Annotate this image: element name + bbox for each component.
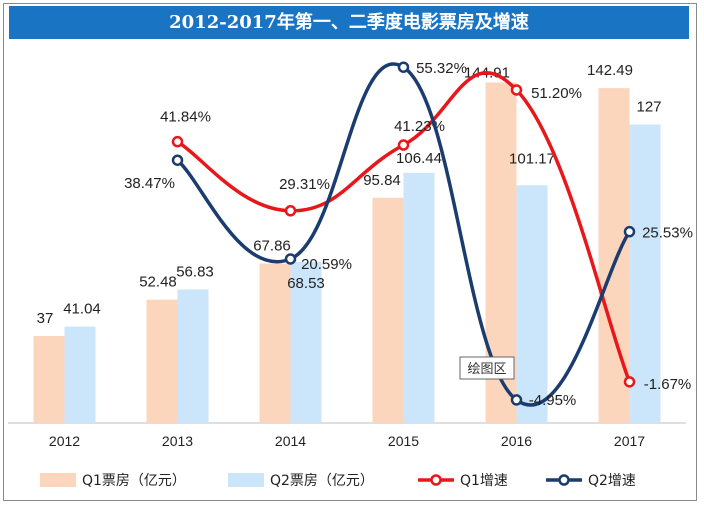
legend-swatch <box>228 473 264 487</box>
legend-swatch <box>40 473 76 487</box>
x-tick-label: 2013 <box>162 433 193 449</box>
q1-growth-marker <box>510 84 523 96</box>
x-tick-label: 2012 <box>49 433 80 449</box>
q1-bar-label: 95.84 <box>363 172 401 189</box>
q2-bar <box>177 289 209 423</box>
q2-bar-label: 101.17 <box>509 150 555 167</box>
q2-bar <box>403 172 435 423</box>
q1-bar <box>259 263 291 423</box>
q2-growth-marker <box>397 61 410 73</box>
chart-frame <box>3 3 697 501</box>
q1-growth-label: 29.31% <box>279 176 330 193</box>
plot-area-tooltip-text: 绘图区 <box>467 362 506 377</box>
q1-bar-label: 52.48 <box>139 274 177 291</box>
q2-growth-label: 55.32% <box>416 60 467 77</box>
q1-growth-label: 41.84% <box>160 109 211 126</box>
x-tick-label: 2016 <box>501 433 532 449</box>
legend-marker <box>430 474 442 486</box>
plot-area-tooltip <box>459 356 515 380</box>
x-tick-label: 2014 <box>275 433 306 449</box>
q2-bar-label: 68.53 <box>287 275 325 292</box>
q2-growth-marker <box>623 225 636 238</box>
q1-bar <box>372 197 404 423</box>
q1-bar <box>146 299 178 423</box>
q2-bar <box>290 261 322 423</box>
q1-growth-marker <box>397 139 410 151</box>
q1-growth-marker <box>284 205 297 217</box>
legend-marker <box>558 474 570 486</box>
q2-growth-label: 20.59% <box>301 256 352 273</box>
q1-growth-marker <box>623 376 636 388</box>
x-tick-label: 2017 <box>614 433 645 449</box>
q1-bar <box>33 336 65 423</box>
q2-bar-label: 106.44 <box>396 150 442 167</box>
legend-label: Q2票房（亿元） <box>270 473 374 489</box>
legend-label: Q1票房（亿元） <box>82 473 186 489</box>
q2-growth-label: 38.47% <box>124 175 175 192</box>
q2-growth-line <box>176 62 631 407</box>
q1-bar-label: 142.49 <box>587 62 633 79</box>
chart-title: 2012-2017年第一、二季度电影票房及增速 <box>9 6 689 39</box>
q2-bar <box>64 326 96 423</box>
q2-growth-label: -4.95% <box>529 392 577 409</box>
q2-bar-label: 127 <box>636 99 661 116</box>
q1-growth-marker <box>171 135 184 148</box>
q1-growth-label: -1.67% <box>644 376 692 393</box>
q2-growth-marker <box>284 253 297 265</box>
q2-growth-marker <box>171 154 184 166</box>
q1-growth-line <box>176 71 632 383</box>
q2-bar <box>516 185 548 423</box>
q2-growth-marker <box>510 394 523 406</box>
legend-label: Q1增速 <box>460 473 508 489</box>
q2-bar-label: 56.83 <box>176 263 214 280</box>
x-tick-label: 2015 <box>388 433 419 449</box>
q1-bar-label: 67.86 <box>253 238 291 255</box>
q1-bar-label: 37 <box>37 310 54 327</box>
q2-bar-label: 41.04 <box>63 301 101 318</box>
q2-growth-label: 25.53% <box>642 225 693 242</box>
q1-growth-label: 51.20% <box>531 85 582 102</box>
legend-label: Q2增速 <box>588 473 636 489</box>
q2-bar <box>629 124 661 424</box>
